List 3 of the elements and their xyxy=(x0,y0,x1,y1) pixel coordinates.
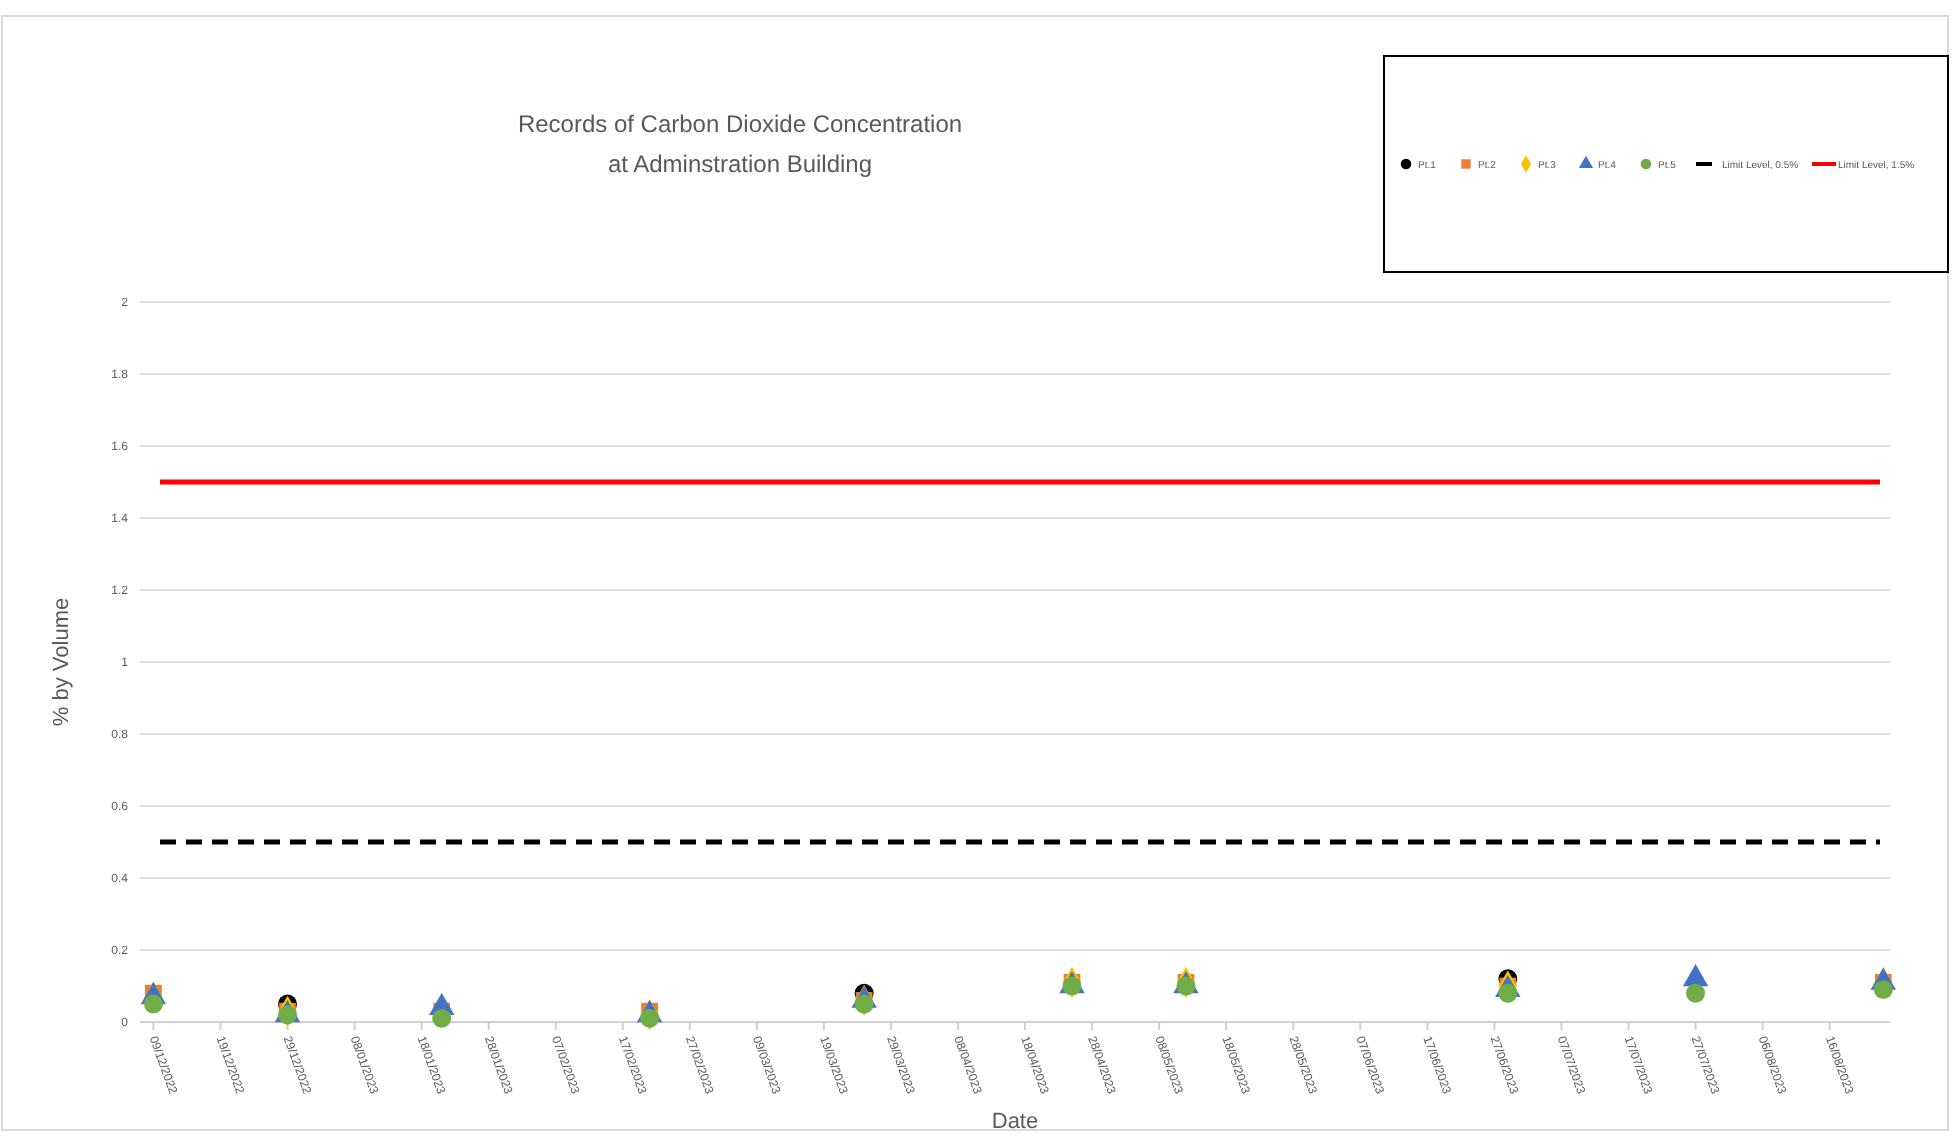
chart-title: Records of Carbon Dioxide Concentration at Adminstration Building xyxy=(517,110,963,178)
x-axis-title: Date xyxy=(991,1110,1039,1134)
y-axis-title: % by Volume xyxy=(50,597,74,727)
